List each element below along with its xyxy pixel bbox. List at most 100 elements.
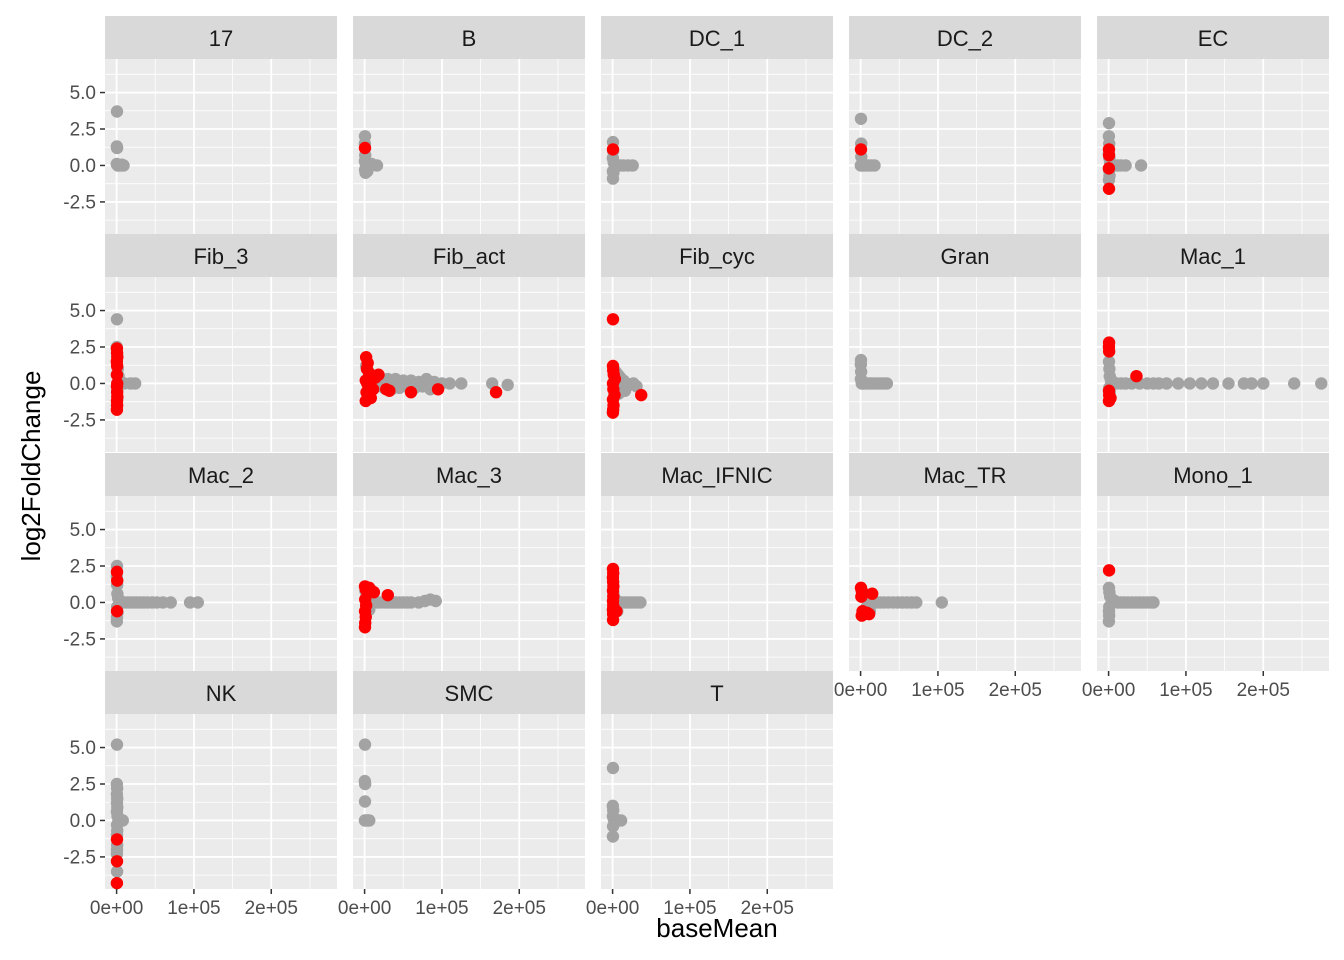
highlighted-point bbox=[610, 605, 623, 618]
data-point bbox=[361, 165, 374, 178]
facet-strip bbox=[601, 671, 833, 714]
highlighted-point bbox=[110, 565, 124, 579]
facet-strip bbox=[353, 234, 585, 277]
y-tick-label: -2.5 bbox=[63, 192, 96, 213]
data-point bbox=[1245, 377, 1258, 390]
x-tick-label: 2e+05 bbox=[493, 898, 546, 919]
facet-panel-gran: Gran bbox=[849, 234, 1081, 452]
highlighted-point bbox=[110, 833, 124, 846]
facet-panel-fib-cyc: Fib_cyc bbox=[601, 234, 833, 452]
facet-strip bbox=[105, 671, 337, 714]
facet-strip bbox=[1097, 453, 1329, 496]
data-point bbox=[110, 313, 124, 326]
highlighted-point bbox=[1102, 162, 1116, 175]
data-point bbox=[606, 761, 620, 775]
facet-strip bbox=[105, 16, 337, 59]
y-tick-label: 2.5 bbox=[70, 557, 96, 578]
highlighted-point bbox=[606, 143, 620, 156]
facet-strip bbox=[601, 16, 833, 59]
highlighted-point bbox=[358, 621, 372, 634]
highlighted-point bbox=[404, 386, 418, 399]
panel-background bbox=[849, 59, 1081, 234]
data-point bbox=[1102, 116, 1116, 130]
facet-strip-label: Fib_cyc bbox=[679, 244, 755, 269]
highlighted-point bbox=[110, 855, 124, 868]
highlighted-point bbox=[855, 590, 868, 603]
facet-panel-mac-tr: Mac_TR 0e+00 1e+05 2e+05 bbox=[834, 453, 1081, 701]
facet-strip-label: DC_1 bbox=[689, 26, 745, 51]
facet-strip-label: Gran bbox=[941, 244, 990, 269]
data-point bbox=[606, 820, 620, 833]
data-point bbox=[455, 377, 468, 390]
facet-strip-label: Fib_act bbox=[433, 244, 505, 269]
facet-strip bbox=[1097, 16, 1329, 59]
facet-strip-label: Mac_IFNIC bbox=[661, 463, 772, 488]
data-point bbox=[501, 378, 514, 392]
data-point bbox=[1183, 377, 1197, 390]
highlighted-point bbox=[110, 368, 124, 381]
panel-background bbox=[601, 59, 833, 234]
facet-strip-label: NK bbox=[206, 681, 237, 706]
highlighted-point bbox=[606, 313, 620, 326]
highlighted-point bbox=[1102, 345, 1116, 358]
data-point bbox=[128, 377, 142, 390]
y-tick-label: -2.5 bbox=[63, 847, 96, 868]
data-point bbox=[1119, 159, 1132, 172]
facet-strip-label: Mac_TR bbox=[923, 463, 1006, 488]
x-tick-label: 2e+05 bbox=[989, 680, 1042, 701]
y-axis-title: log2FoldChange bbox=[16, 371, 46, 562]
x-tick-label: 0e+00 bbox=[834, 680, 887, 701]
facet-panel-fib-act: Fib_act bbox=[353, 234, 585, 452]
data-point bbox=[370, 159, 384, 172]
panel-background bbox=[105, 714, 337, 889]
y-tick-label: 2.5 bbox=[70, 338, 96, 359]
highlighted-point bbox=[383, 384, 396, 397]
facet-strip bbox=[601, 453, 833, 496]
highlighted-point bbox=[1130, 369, 1143, 383]
panel-background bbox=[849, 277, 1081, 452]
data-point bbox=[363, 814, 376, 827]
data-point bbox=[1147, 596, 1160, 609]
data-point bbox=[429, 594, 442, 608]
x-tick-label: 1e+05 bbox=[167, 898, 220, 919]
facet-strip-label: Mac_1 bbox=[1180, 244, 1246, 269]
data-point bbox=[868, 159, 881, 172]
x-axis-title: baseMean bbox=[656, 913, 777, 943]
highlighted-point bbox=[381, 588, 394, 602]
facet-panel-ec: EC bbox=[1097, 16, 1329, 234]
facet-strip-label: Fib_3 bbox=[193, 244, 248, 269]
data-point bbox=[606, 830, 620, 843]
panel-background bbox=[105, 496, 337, 671]
highlighted-point bbox=[431, 383, 445, 396]
data-point bbox=[110, 738, 124, 751]
y-tick-label: 5.0 bbox=[70, 520, 96, 541]
highlighted-point bbox=[1104, 391, 1117, 405]
highlighted-point bbox=[1102, 564, 1116, 577]
facet-strip bbox=[353, 16, 585, 59]
x-tick-label: 1e+05 bbox=[663, 898, 716, 919]
x-tick-label: 0e+00 bbox=[1082, 680, 1135, 701]
data-point bbox=[1288, 377, 1301, 390]
data-point bbox=[1195, 377, 1208, 390]
data-point bbox=[854, 112, 868, 125]
y-tick-label: 2.5 bbox=[70, 120, 96, 141]
y-tick-label: 0.0 bbox=[70, 156, 96, 177]
highlighted-point bbox=[862, 607, 876, 621]
data-point bbox=[191, 596, 204, 609]
facet-strip-label: Mono_1 bbox=[1173, 463, 1253, 488]
highlighted-point bbox=[110, 605, 124, 618]
x-tick-label: 2e+05 bbox=[741, 898, 794, 919]
highlighted-point bbox=[372, 368, 385, 381]
x-tick-label: 1e+05 bbox=[415, 898, 468, 919]
panel-background bbox=[1097, 496, 1329, 671]
data-point bbox=[1257, 377, 1270, 390]
data-point bbox=[443, 377, 456, 390]
highlighted-point bbox=[358, 141, 372, 155]
x-tick-label: 2e+05 bbox=[245, 898, 298, 919]
facet-panel-nk: NK -2.5 0.0 2.5 5.0 0e+00 1e+05 2e+05 bbox=[63, 671, 337, 919]
y-tick-label: 5.0 bbox=[70, 301, 96, 322]
facet-panel-17: 17 -2.5 0.0 2.5 5.0 bbox=[63, 16, 337, 234]
facet-strip-label: Mac_2 bbox=[188, 463, 254, 488]
facet-panel-dc-1: DC_1 bbox=[601, 16, 833, 234]
facet-strip bbox=[1097, 234, 1329, 277]
